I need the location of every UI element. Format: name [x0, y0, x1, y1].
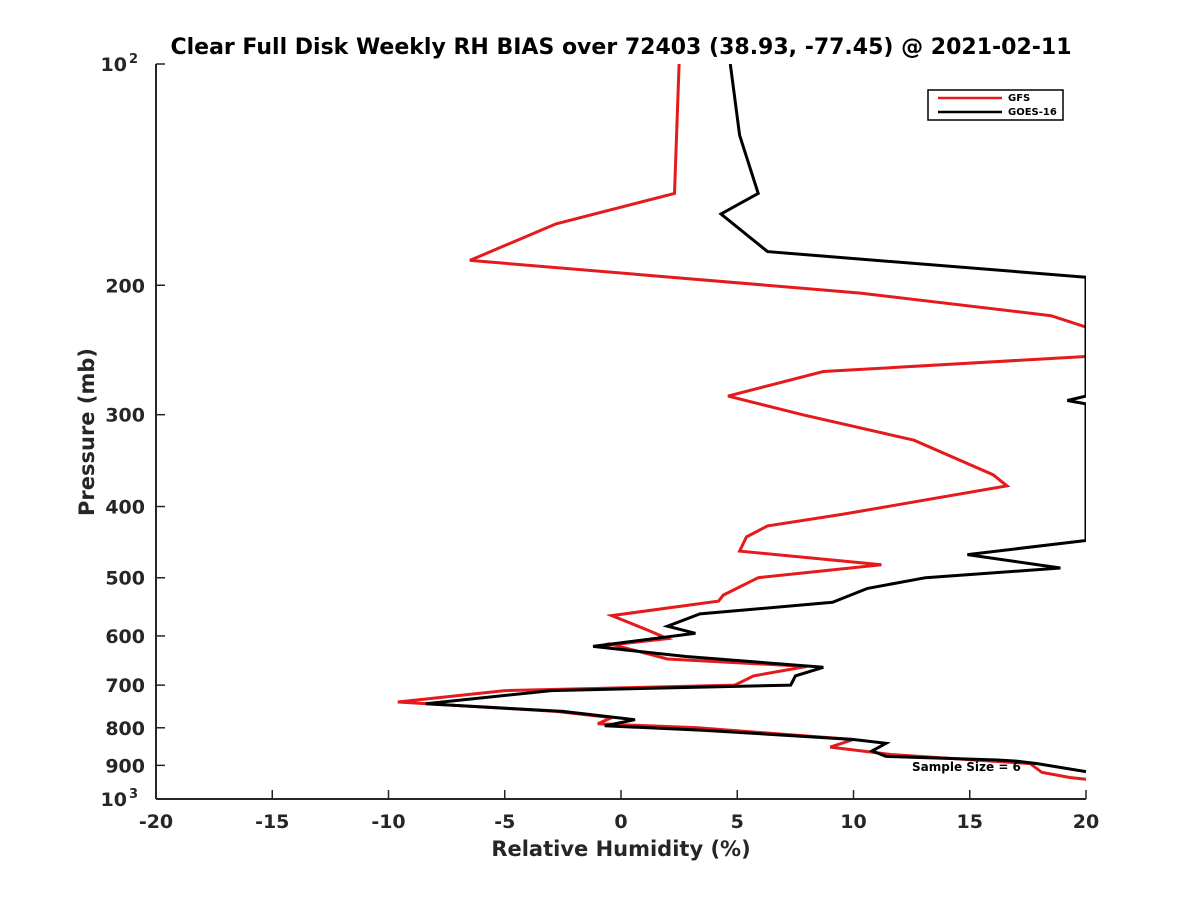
- x-tick-label: 0: [614, 811, 627, 833]
- y-tick-label: 600: [105, 626, 145, 648]
- series-line-goes16: [425, 64, 1086, 774]
- legend-label-goes16: GOES-16: [1008, 107, 1057, 118]
- y-tick-label: 10: [101, 789, 127, 811]
- y-tick-exponent: 2: [129, 52, 138, 67]
- x-tick-label: 20: [1073, 811, 1099, 833]
- y-tick-label: 700: [105, 675, 145, 697]
- y-tick-label: 800: [105, 718, 145, 740]
- y-tick-label: 500: [105, 568, 145, 590]
- legend-box: [927, 89, 1064, 121]
- y-tick-label: 400: [105, 497, 145, 519]
- x-tick-label: 10: [840, 811, 866, 833]
- x-tick-label: -5: [494, 811, 515, 833]
- x-axis-label: Relative Humidity (%): [491, 837, 750, 861]
- series-layer: [397, 64, 1086, 781]
- x-tick-label: -15: [255, 811, 289, 833]
- y-tick-label: 900: [105, 755, 145, 777]
- sample-size-annotation: Sample Size = 6: [912, 760, 1021, 774]
- y-tick-label: 10: [101, 54, 127, 76]
- y-tick-label: 200: [105, 275, 145, 297]
- x-tick-label: 15: [957, 811, 983, 833]
- y-tick-exponent: 3: [129, 787, 138, 802]
- legend-label-gfs: GFS: [1008, 93, 1030, 104]
- x-tick-label: -20: [139, 811, 173, 833]
- chart-title: Clear Full Disk Weekly RH BIAS over 7240…: [170, 35, 1071, 60]
- y-tick-label: 300: [105, 405, 145, 427]
- series-line-gfs: [397, 64, 1086, 781]
- x-ticks: -20 -15 -10 -5 0 5 10 15 20: [139, 790, 1099, 833]
- legend: GFS GOES-16: [927, 89, 1064, 121]
- x-tick-label: -10: [371, 811, 405, 833]
- y-axis-label: Pressure (mb): [75, 348, 99, 516]
- x-tick-label: 5: [731, 811, 744, 833]
